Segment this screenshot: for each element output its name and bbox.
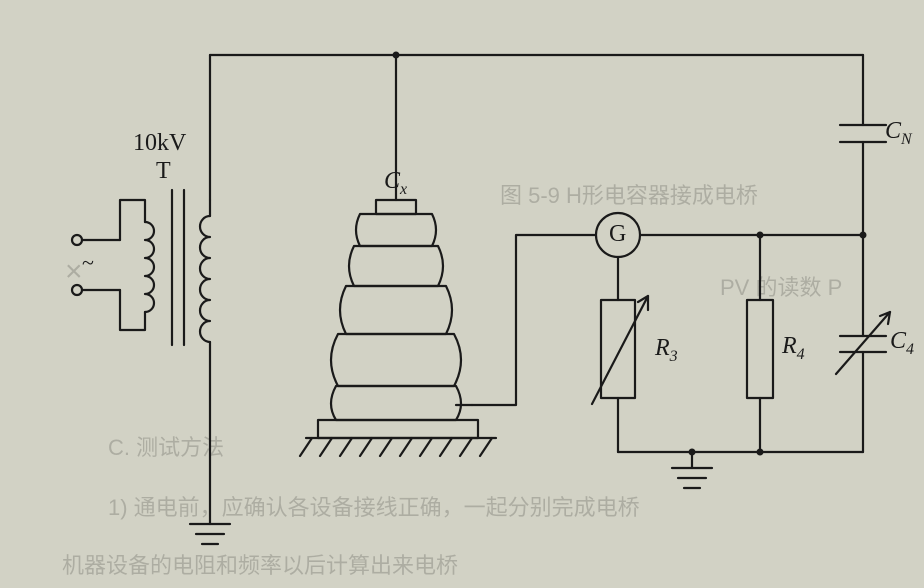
- label-cx-main: C: [384, 168, 400, 194]
- label-c4-main: C: [890, 328, 906, 354]
- ground-bridge: [672, 468, 712, 488]
- label-cn-sub: N: [901, 131, 912, 148]
- label-r4: R4: [782, 333, 805, 364]
- label-cn: CN: [885, 118, 912, 149]
- label-voltage: 10kV: [133, 130, 186, 157]
- transformer-primary-coil: [145, 222, 154, 312]
- label-r3-sub: 3: [670, 348, 678, 365]
- resistor-r4: [747, 300, 773, 452]
- primary-lead-top: [120, 200, 145, 240]
- label-c4: C4: [890, 328, 914, 359]
- label-r4-sub: 4: [797, 346, 805, 363]
- primary-lead-bot: [120, 290, 145, 330]
- label-cx: Cx: [384, 168, 407, 199]
- faint-line2a: ×: [65, 255, 83, 289]
- ac-terminal-top: [72, 235, 82, 245]
- transformer-secondary-coil: [200, 216, 210, 342]
- faint-line1: 图 5-9 H形电容器接成电桥: [500, 178, 758, 210]
- cx-bushing: [300, 200, 496, 456]
- faint-line3: C. 测试方法: [108, 430, 224, 462]
- label-cn-main: C: [885, 118, 901, 144]
- label-g: G: [609, 221, 626, 248]
- wire-tap-to-g: [472, 235, 596, 405]
- label-r3-main: R: [655, 335, 670, 361]
- ac-tilde: ~: [82, 250, 94, 276]
- capacitor-c4: [836, 312, 890, 452]
- faint-line5: 机器设备的电阻和频率以后计算出来电桥: [62, 548, 458, 580]
- diagram-root: ~ 10kV T Cx CN R3 R4 C4 G 图 5-9 H形电容器接成电…: [0, 0, 924, 588]
- faint-line2b: PV 的读数 P: [720, 270, 842, 302]
- ground-left: [190, 524, 230, 544]
- label-r4-main: R: [782, 333, 797, 359]
- faint-line4: 1) 通电前，应确认各设备接线正确，一起分别完成电桥: [108, 490, 640, 522]
- label-r3: R3: [655, 335, 678, 366]
- label-cx-sub: x: [400, 181, 407, 198]
- resistor-r3: [592, 296, 648, 452]
- label-c4-sub: 4: [906, 341, 914, 358]
- label-transformer: T: [156, 158, 171, 185]
- capacitor-cn: [840, 115, 886, 235]
